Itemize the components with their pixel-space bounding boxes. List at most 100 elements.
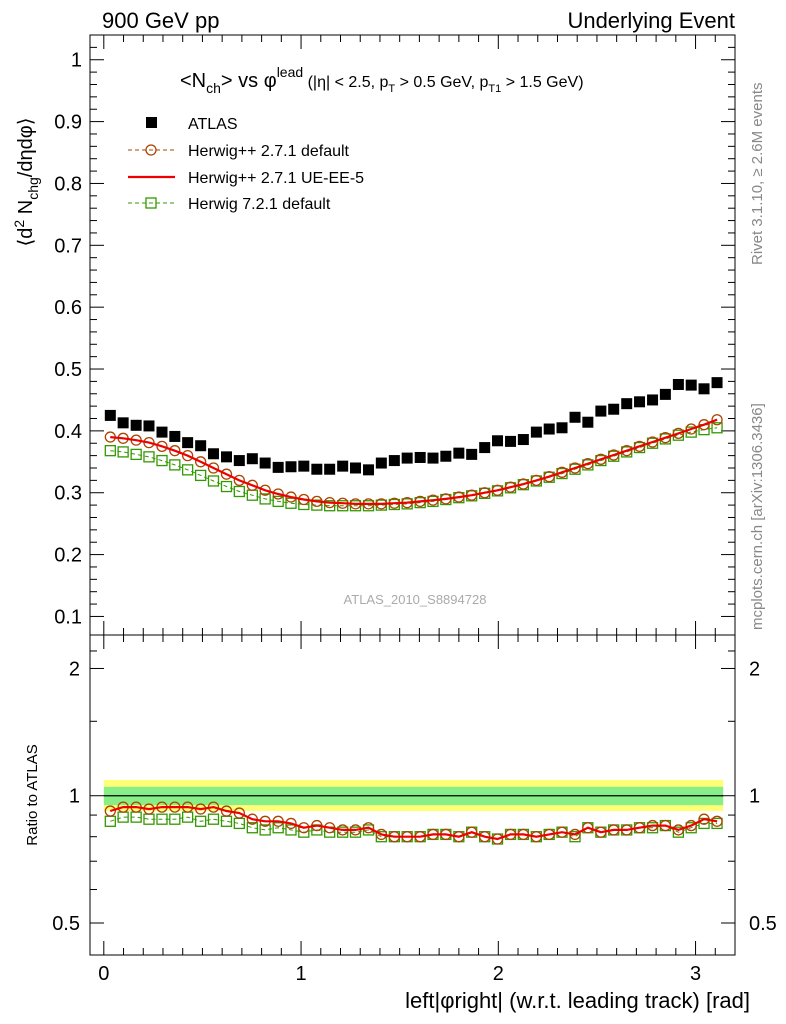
main-point-atlas [685, 379, 697, 391]
main-point-atlas [608, 403, 620, 415]
main-point-atlas [311, 463, 323, 475]
ratio-band [103, 779, 724, 812]
x-tick-label: 2 [493, 963, 504, 985]
main-point-herwig-7-2-1-default [195, 469, 207, 482]
main-point-atlas [337, 460, 349, 472]
main-y-axis-label: ⟨d2 Nchg/dηdφ⟩ [11, 117, 41, 246]
ratio-y-tick-label: 1 [69, 786, 80, 808]
ratio-y-tick-label-right: 2 [749, 658, 760, 680]
ylabel-mid: N [15, 200, 37, 220]
ratio-point-herwig-7-2-1-default [272, 822, 284, 834]
y-tick-label: 1 [71, 50, 82, 72]
main-point-herwig-7-2-1-default [181, 464, 194, 476]
title-cuts-c: > 1.5 GeV) [501, 74, 583, 91]
x-tick-label: 1 [295, 963, 306, 985]
main-point-atlas [259, 457, 271, 469]
main-point-herwig-2-7-1-default [246, 479, 258, 491]
main-point-herwig-7-2-1-default [711, 422, 723, 434]
main-point-atlas [530, 426, 542, 438]
main-point-atlas [569, 411, 581, 423]
main-point-herwig-2-7-1-default [181, 449, 194, 462]
y-tick-label: 0.3 [54, 483, 82, 505]
main-point-herwig-2-7-1-default [646, 436, 659, 448]
ratio-point-herwig-7-2-1-default [195, 815, 207, 827]
title-cuts-sub1: T [388, 83, 395, 95]
main-point-herwig-2-7-1-default [672, 427, 685, 440]
main-series-layer [104, 377, 723, 512]
main-point-atlas [595, 405, 607, 417]
main-point-herwig-2-7-1-default [543, 470, 555, 483]
main-point-atlas [543, 423, 555, 435]
x-tick-label: 0 [98, 963, 109, 985]
main-point-herwig-7-2-1-default [156, 454, 168, 467]
header-right-label: Underlying Event [567, 8, 735, 33]
main-point-herwig-7-2-1-default [311, 499, 323, 511]
main-point-herwig-2-7-1-default [259, 484, 271, 496]
main-point-herwig-7-2-1-default [685, 426, 697, 438]
title-main-sup: lead [277, 64, 303, 80]
ylabel-pre: ⟨d [15, 228, 37, 247]
main-point-atlas [246, 453, 258, 465]
legend: ATLAS Herwig++ 2.7.1 default Herwig++ 2.… [128, 116, 364, 213]
ratio-point-herwig-2-7-1-default [685, 819, 697, 832]
main-point-herwig-2-7-1-default [608, 449, 620, 461]
main-point-herwig-2-7-1-default [711, 414, 723, 426]
ratio-y-axis-label: Ratio to ATLAS [24, 744, 41, 845]
main-point-herwig-7-2-1-default [233, 485, 245, 498]
main-point-atlas [711, 377, 723, 389]
main-point-herwig-2-7-1-default [685, 423, 697, 435]
main-line-herwig-7-2-1-default [110, 427, 718, 507]
main-point-atlas [659, 388, 671, 400]
main-point-atlas [156, 426, 168, 438]
main-point-atlas [182, 437, 194, 449]
main-point-herwig-2-7-1-default [569, 462, 581, 474]
main-point-herwig-7-2-1-default [220, 480, 233, 493]
main-point-atlas [556, 422, 568, 434]
main-point-herwig-2-7-1-default [207, 462, 220, 474]
main-point-herwig-7-2-1-default [272, 495, 284, 508]
title-cuts-a: (|η| < 2.5, p [303, 74, 388, 91]
main-point-atlas [117, 417, 129, 429]
main-point-herwig-2-7-1-default [195, 456, 207, 468]
main-point-atlas [363, 464, 375, 476]
main-point-herwig-2-7-1-default [220, 468, 233, 480]
main-point-atlas [440, 450, 452, 462]
ratio-x-axis-ticks: 0 1 2 3 [98, 635, 716, 985]
title-main-mid: > vs φ [221, 70, 277, 92]
legend-marker-herwigpp-default [145, 144, 157, 156]
main-point-atlas [427, 452, 439, 464]
main-point-atlas [634, 396, 646, 408]
ratio-point-herwig-7-2-1-default [285, 824, 297, 836]
main-point-atlas [453, 447, 465, 459]
main-point-atlas [479, 442, 491, 454]
main-point-atlas [220, 451, 232, 463]
main-point-atlas [272, 461, 284, 473]
ratio-point-herwig-7-2-1-default [207, 813, 220, 825]
main-point-atlas [143, 420, 155, 432]
main-point-herwig-2-7-1-default [698, 419, 710, 431]
title-main: <N [180, 70, 206, 92]
ratio-y-tick-label: 0.5 [52, 913, 80, 935]
main-point-atlas [298, 460, 310, 472]
main-point-herwig-2-7-1-default [556, 466, 568, 478]
ratio-line-herwig-2-7-1-ue-ee-5 [109, 805, 718, 841]
main-point-atlas [375, 457, 387, 469]
ratio-point-herwig-2-7-1-default [466, 826, 478, 838]
main-point-atlas [414, 451, 426, 463]
main-point-atlas [324, 463, 336, 475]
main-panel: 0.1 0.2 0.3 0.4 0.5 0.6 0.7 0.8 0.9 1 <Nch> vs φl… [11, 34, 736, 636]
ylabel-sup: 2 [11, 220, 27, 228]
main-point-atlas [401, 452, 413, 464]
main-point-herwig-2-7-1-default [517, 478, 530, 490]
x-axis-label: left|φright| (w.r.t. leading track) [rad… [405, 988, 750, 1013]
ratio-point-herwig-7-2-1-default [233, 817, 245, 830]
main-point-herwig-2-7-1-default [582, 458, 594, 470]
main-point-atlas [698, 383, 710, 395]
ratio-point-herwig-7-2-1-default [169, 813, 181, 825]
main-point-herwig-7-2-1-default [324, 500, 336, 512]
main-point-atlas [647, 394, 659, 406]
y-tick-label: 0.2 [54, 545, 82, 567]
main-point-herwig-7-2-1-default [117, 446, 129, 458]
main-point-herwig-2-7-1-default [633, 440, 646, 452]
